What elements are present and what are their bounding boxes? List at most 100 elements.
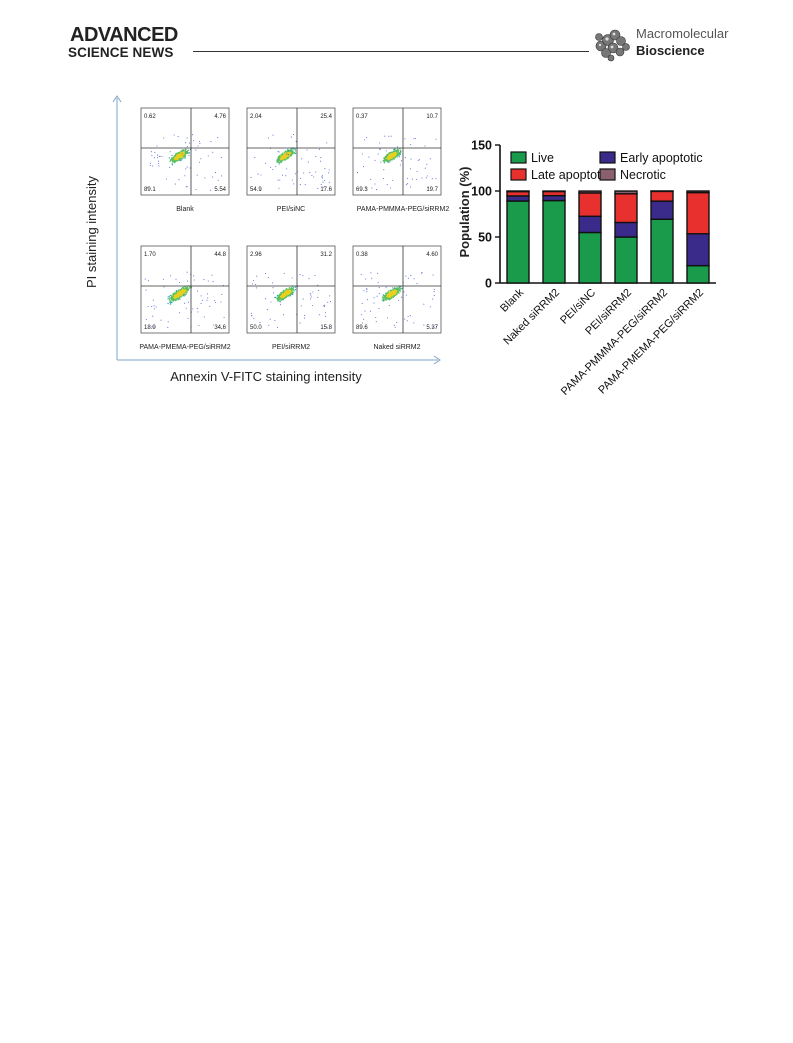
flow-event-dot	[385, 150, 387, 152]
flow-event-dot	[178, 312, 181, 314]
flow-event-dot	[399, 148, 401, 150]
flow-event-dot	[365, 187, 367, 189]
flow-event-dot	[397, 288, 399, 290]
flow-event-dot	[193, 279, 195, 281]
flow-event-dot	[373, 297, 375, 299]
flow-event-dot	[185, 186, 187, 188]
flow-event-dot	[269, 318, 271, 320]
flow-event-dot	[180, 150, 182, 153]
flow-event-dot	[186, 151, 189, 153]
flow-event-dot	[416, 170, 418, 172]
bar-segment	[614, 236, 638, 284]
flow-event-dot	[377, 272, 379, 274]
flow-event-dot	[411, 178, 413, 180]
flow-event-dot	[185, 142, 187, 144]
publisher-name-bottom: SCIENCE NEWS	[68, 45, 174, 60]
flow-event-dot	[214, 172, 217, 174]
flow-event-dot	[321, 176, 323, 178]
flow-event-dot	[278, 296, 281, 299]
flow-event-dot	[403, 291, 405, 293]
flow-event-dot	[390, 289, 392, 291]
flow-event-dot	[176, 155, 179, 158]
bar-segment	[578, 231, 602, 284]
flow-event-dot	[223, 316, 225, 319]
flow-event-dot	[158, 162, 160, 165]
flow-event-dot	[183, 155, 185, 157]
flow-event-dot	[265, 298, 267, 300]
flow-event-dot	[290, 290, 292, 292]
flow-event-dot	[284, 150, 287, 152]
flow-event-dot	[204, 177, 206, 179]
flow-event-dot	[389, 297, 391, 300]
flow-event-dot	[187, 301, 190, 303]
flow-event-dot	[388, 304, 390, 307]
flow-event-dot	[309, 293, 311, 295]
flow-event-dot	[214, 301, 216, 304]
flow-event-dot	[398, 287, 400, 289]
legend-swatch	[599, 151, 616, 164]
flow-event-dot	[300, 305, 302, 307]
flow-panel: 0.37 10.7 69.3 19.7 PAMA-PMMMA-PEG/siRRM2	[352, 107, 449, 213]
flow-event-dot	[280, 299, 282, 302]
flow-event-dot	[395, 155, 397, 157]
flow-panel: 0.38 4.60 89.6 5.37 Naked siRRM2	[352, 245, 442, 351]
bar-segment	[686, 191, 710, 235]
flow-event-dot	[173, 134, 175, 136]
flow-event-dot	[288, 288, 290, 290]
flow-event-dot	[401, 287, 403, 290]
quadrant-value-top-left: 0.37	[356, 114, 368, 120]
flow-event-dot	[149, 162, 151, 164]
flow-event-dot	[158, 155, 160, 157]
flow-event-dot	[277, 158, 279, 160]
flow-event-dot	[291, 290, 293, 292]
flow-event-dot	[162, 278, 164, 280]
flow-event-dot	[212, 176, 214, 178]
flow-event-dot	[421, 271, 423, 273]
flow-event-dot	[186, 137, 188, 139]
flow-event-dot	[175, 278, 177, 280]
flow-event-dot	[183, 153, 185, 155]
flow-event-dot	[171, 159, 174, 161]
flow-event-dot	[178, 290, 181, 292]
flow-event-dot	[255, 283, 257, 285]
flow-event-dot	[400, 160, 403, 162]
flow-event-dot	[145, 318, 147, 321]
flow-event-dot	[178, 157, 181, 159]
flow-event-dot	[188, 152, 190, 154]
flow-event-dot	[144, 278, 146, 280]
flow-event-dot	[188, 287, 191, 289]
flow-event-dot	[172, 160, 175, 162]
flow-event-dot	[369, 310, 372, 312]
quadrant-value-top-left: 0.62	[144, 114, 156, 120]
flow-event-dot	[378, 293, 380, 295]
flow-event-dot	[409, 168, 411, 170]
flow-event-dot	[185, 307, 187, 309]
flow-event-dot	[315, 171, 317, 173]
bar-segment	[506, 200, 530, 284]
flow-event-dot	[186, 166, 188, 168]
flow-event-dot	[185, 149, 187, 151]
flow-event-dot	[294, 150, 297, 152]
flow-event-dot	[183, 286, 185, 288]
chart-y-tick-label: 0	[485, 277, 492, 291]
flow-event-dot	[196, 174, 198, 176]
flow-event-dot	[193, 140, 195, 142]
flow-event-dot	[196, 308, 198, 310]
flow-event-dot	[399, 287, 402, 290]
flow-event-dot	[404, 156, 406, 158]
flow-event-dot	[318, 314, 320, 316]
flow-event-dot	[287, 152, 290, 154]
flow-event-dot	[207, 155, 209, 157]
flow-event-dot	[383, 169, 385, 171]
flow-event-dot	[361, 314, 363, 316]
flow-event-dot	[288, 295, 290, 297]
flow-event-dot	[370, 272, 372, 274]
flow-event-dot	[260, 174, 262, 176]
flow-event-dot	[416, 283, 418, 285]
flow-event-dot	[290, 136, 292, 138]
flow-event-dot	[363, 318, 365, 320]
flow-event-dot	[285, 293, 287, 295]
flow-event-dot	[168, 297, 171, 300]
flow-event-dot	[387, 298, 390, 300]
flow-event-dot	[173, 299, 175, 301]
